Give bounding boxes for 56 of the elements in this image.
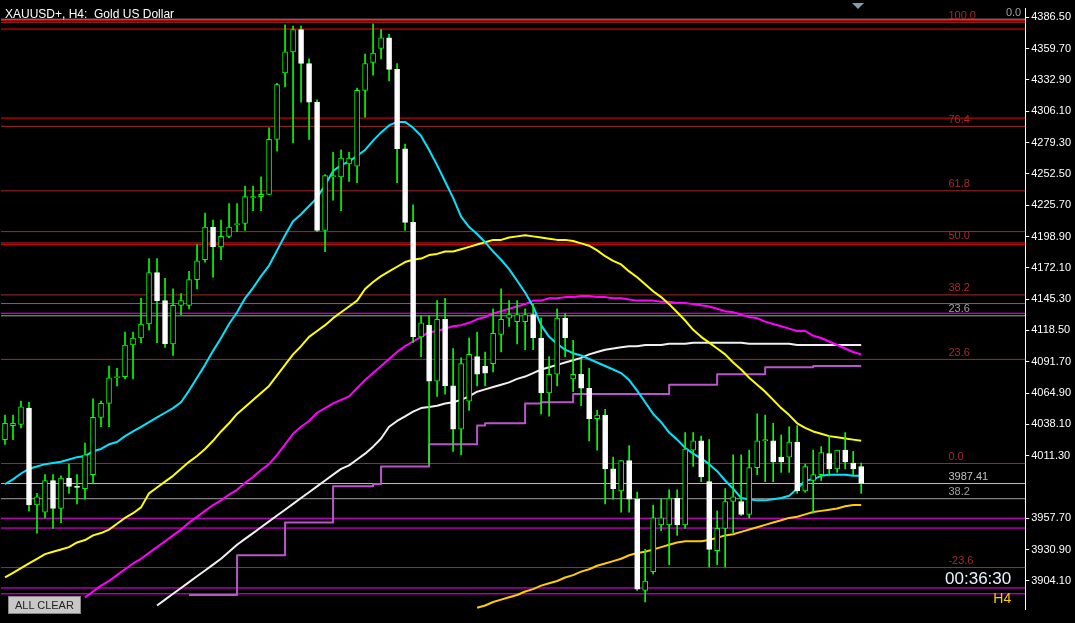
y-tick-label: 3930.90 [1031, 542, 1071, 555]
chart-title: XAUUSD+, H4: Gold US Dollar [5, 6, 175, 21]
candlestick [250, 185, 256, 212]
y-tick-label: 4145.30 [1031, 292, 1071, 305]
candlestick [258, 176, 264, 212]
candlestick [330, 151, 336, 201]
candlestick [482, 351, 488, 387]
annotation: 61.8 [948, 177, 970, 190]
annotation: 38.2 [948, 485, 970, 498]
y-tick-label: 4011.30 [1031, 448, 1071, 461]
annotation: 23.6 [948, 345, 970, 358]
candlestick [850, 450, 857, 475]
annotation: 23.6 [948, 302, 970, 315]
candlestick [522, 308, 528, 351]
y-tick-label: 4091.70 [1031, 354, 1071, 367]
y-tick-label: 3957.70 [1031, 511, 1071, 524]
annotation: 0.0 [1005, 5, 1022, 18]
annotation: H4 [993, 589, 1012, 606]
candlestick [594, 410, 600, 451]
y-tick-label: 4306.10 [1031, 104, 1071, 117]
candlestick [506, 300, 512, 327]
annotation: 50.0 [948, 229, 970, 242]
clear-button: ALL CLEAR [8, 596, 81, 614]
ref-line-label: 3987.41 [948, 470, 989, 483]
candlestick [730, 454, 736, 534]
annotation: 38.2 [948, 281, 970, 294]
y-tick-label: 4198.90 [1031, 229, 1071, 242]
candlestick [778, 434, 785, 473]
y-tick-label: 4386.50 [1031, 10, 1071, 23]
y-tick-label: 4252.50 [1031, 166, 1071, 179]
candlestick [658, 498, 664, 532]
candlestick [370, 23, 376, 76]
y-tick-label: 4279.30 [1031, 135, 1071, 148]
y-tick-label: 4064.90 [1031, 386, 1071, 399]
annotation: -23.6 [948, 554, 974, 567]
candlestick [738, 454, 744, 516]
candlestick [130, 331, 136, 380]
candlestick [346, 151, 352, 182]
y-tick-label: 4332.90 [1031, 73, 1071, 85]
y-tick-label: 4172.10 [1031, 260, 1071, 273]
candlestick [642, 549, 648, 603]
candlestick [762, 414, 769, 483]
y-tick-label: 3904.10 [1031, 573, 1071, 586]
candlestick [34, 493, 40, 534]
y-tick-label: 4038.10 [1031, 417, 1071, 430]
y-tick-label: 4359.70 [1031, 41, 1071, 54]
annotation: 100.0 [948, 8, 976, 21]
candlestick [570, 340, 576, 393]
candlestick [810, 449, 817, 514]
candlestick [514, 300, 520, 345]
candlestick [290, 25, 296, 144]
y-tick-label: 4225.70 [1031, 198, 1071, 211]
y-tick-label: 4118.50 [1031, 323, 1071, 336]
candlestick [10, 414, 16, 440]
annotation: 00:36:30 [945, 568, 1012, 588]
annotation: 0.0 [948, 449, 964, 462]
